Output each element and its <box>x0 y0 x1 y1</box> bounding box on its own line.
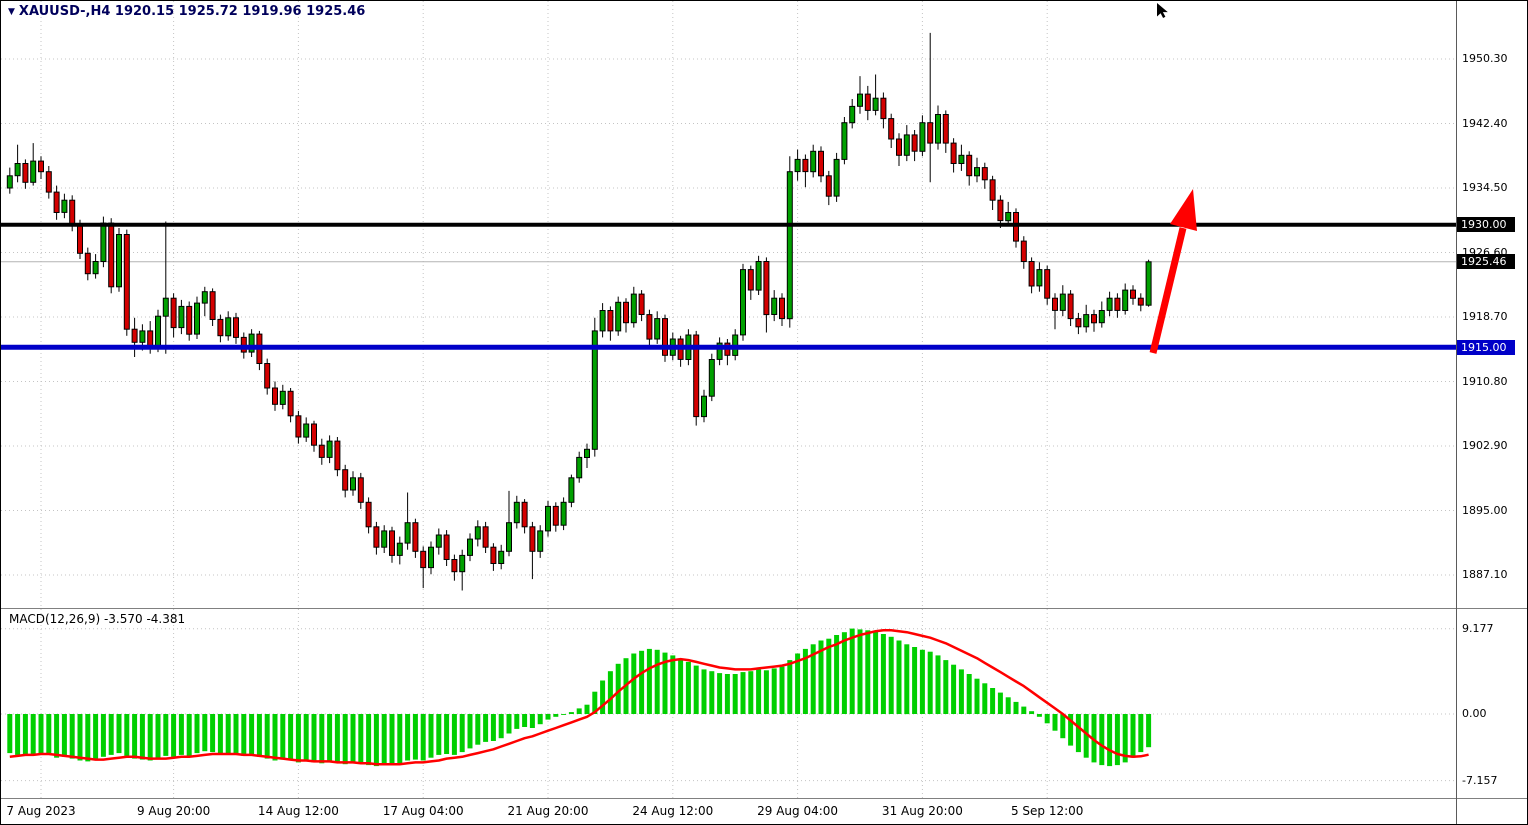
trend-arrow[interactable] <box>1149 189 1197 354</box>
time-tick-label: 31 Aug 20:00 <box>881 804 963 818</box>
price-tick-label: 1942.40 <box>1462 116 1508 130</box>
time-tick-label: 7 Aug 2023 <box>6 804 76 818</box>
macd-tick-label: -7.157 <box>1462 773 1498 787</box>
price-level-badge-1[interactable]: 1915.00 <box>1457 339 1515 355</box>
chart-title: XAUUSD-,H4 1920.15 1925.72 1919.96 1925.… <box>18 4 366 19</box>
chart-header: ▼ XAUUSD-,H4 1920.15 1925.72 1919.96 1925… <box>8 4 365 19</box>
time-tick-label: 24 Aug 12:00 <box>632 804 714 818</box>
price-axis[interactable]: 1950.30 1942.40 1934.50 1926.60 1918.70 1910.… <box>1457 1 1527 799</box>
collapse-triangle-icon[interactable]: ▼ <box>8 7 15 17</box>
cursor-icon <box>1157 3 1168 18</box>
time-tick-label: 29 Aug 04:00 <box>757 804 839 818</box>
macd-histogram <box>7 628 1152 767</box>
price-tick-label: 1910.80 <box>1462 374 1508 388</box>
price-level-badge-0[interactable]: 1930.00 <box>1457 217 1515 233</box>
time-tick-label: 21 Aug 20:00 <box>507 804 589 818</box>
time-tick-label: 9 Aug 20:00 <box>136 804 211 818</box>
price-tick-label: 1887.10 <box>1462 568 1508 581</box>
time-tick-label: 17 Aug 04:00 <box>382 804 464 818</box>
current-price-badge: 1925.46 <box>1457 254 1515 270</box>
time-axis[interactable]: 7 Aug 2023 9 Aug 20:00 14 Aug 12:00 17 Aug … <box>1 799 1456 824</box>
macd-tick-label: 9.177 <box>1462 621 1494 635</box>
price-tick-label: 1934.50 <box>1462 181 1508 194</box>
candles-layer <box>6 32 1152 591</box>
price-tick-label: 1950.30 <box>1462 52 1508 65</box>
time-tick-label: 5 Sep 12:00 <box>1010 804 1084 818</box>
macd-signal-line <box>9 629 1149 766</box>
macd-tick-label: 0.00 <box>1462 707 1487 720</box>
grid-layer <box>1 1 1456 798</box>
price-tick-label: 1918.70 <box>1462 310 1508 323</box>
time-tick-label: 14 Aug 12:00 <box>257 804 339 818</box>
price-tick-label: 1902.90 <box>1462 439 1508 452</box>
price-tick-label: 1895.00 <box>1462 503 1508 517</box>
indicator-label: MACD(12,26,9) -3.570 -4.381 <box>9 612 186 626</box>
